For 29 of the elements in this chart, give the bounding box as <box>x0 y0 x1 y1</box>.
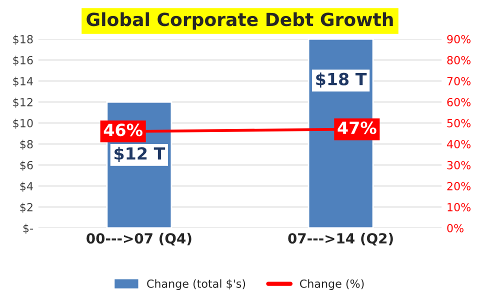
data-label: 46% <box>104 124 142 136</box>
y2-tick-label: 30% <box>447 160 471 170</box>
data-label: 47% <box>338 122 376 134</box>
y-tick-label: $10 <box>13 118 33 129</box>
y-tick-label: $- <box>23 224 33 234</box>
x-tick-label: 00--->07 (Q4) <box>86 232 192 246</box>
y-tick-label: $2 <box>20 202 32 213</box>
y-tick-label: $16 <box>13 56 33 66</box>
y2-tick-label: 50% <box>447 118 471 128</box>
y-tick-label: $14 <box>13 76 33 87</box>
data-label: $12 T <box>114 146 166 162</box>
y2-tick-label: 40% <box>447 140 471 148</box>
y2-tick-label: 70% <box>447 76 471 86</box>
legend-label: Change (%) <box>300 279 364 290</box>
y-tick-label: $8 <box>20 140 33 150</box>
y2-tick-label: 60% <box>447 98 471 106</box>
chart-title: Global Corporate Debt Growth <box>86 12 393 30</box>
y-tick-label: $12 <box>13 98 32 108</box>
y2-tick-label: 10% <box>448 202 471 212</box>
legend-label: Change (total $'s) <box>147 279 246 290</box>
y-tick-label: $6 <box>20 160 33 171</box>
y-tick-label: $18 <box>13 34 33 45</box>
y2-tick-label: 0% <box>447 224 464 232</box>
x-tick-label: 07--->14 (Q2) <box>288 232 393 246</box>
y2-tick-label: 20% <box>447 182 471 190</box>
y2-tick-label: 80% <box>447 56 471 64</box>
data-label: $18 T <box>316 72 367 88</box>
y2-tick-label: 90% <box>447 34 471 44</box>
y-tick-label: $4 <box>20 182 33 192</box>
